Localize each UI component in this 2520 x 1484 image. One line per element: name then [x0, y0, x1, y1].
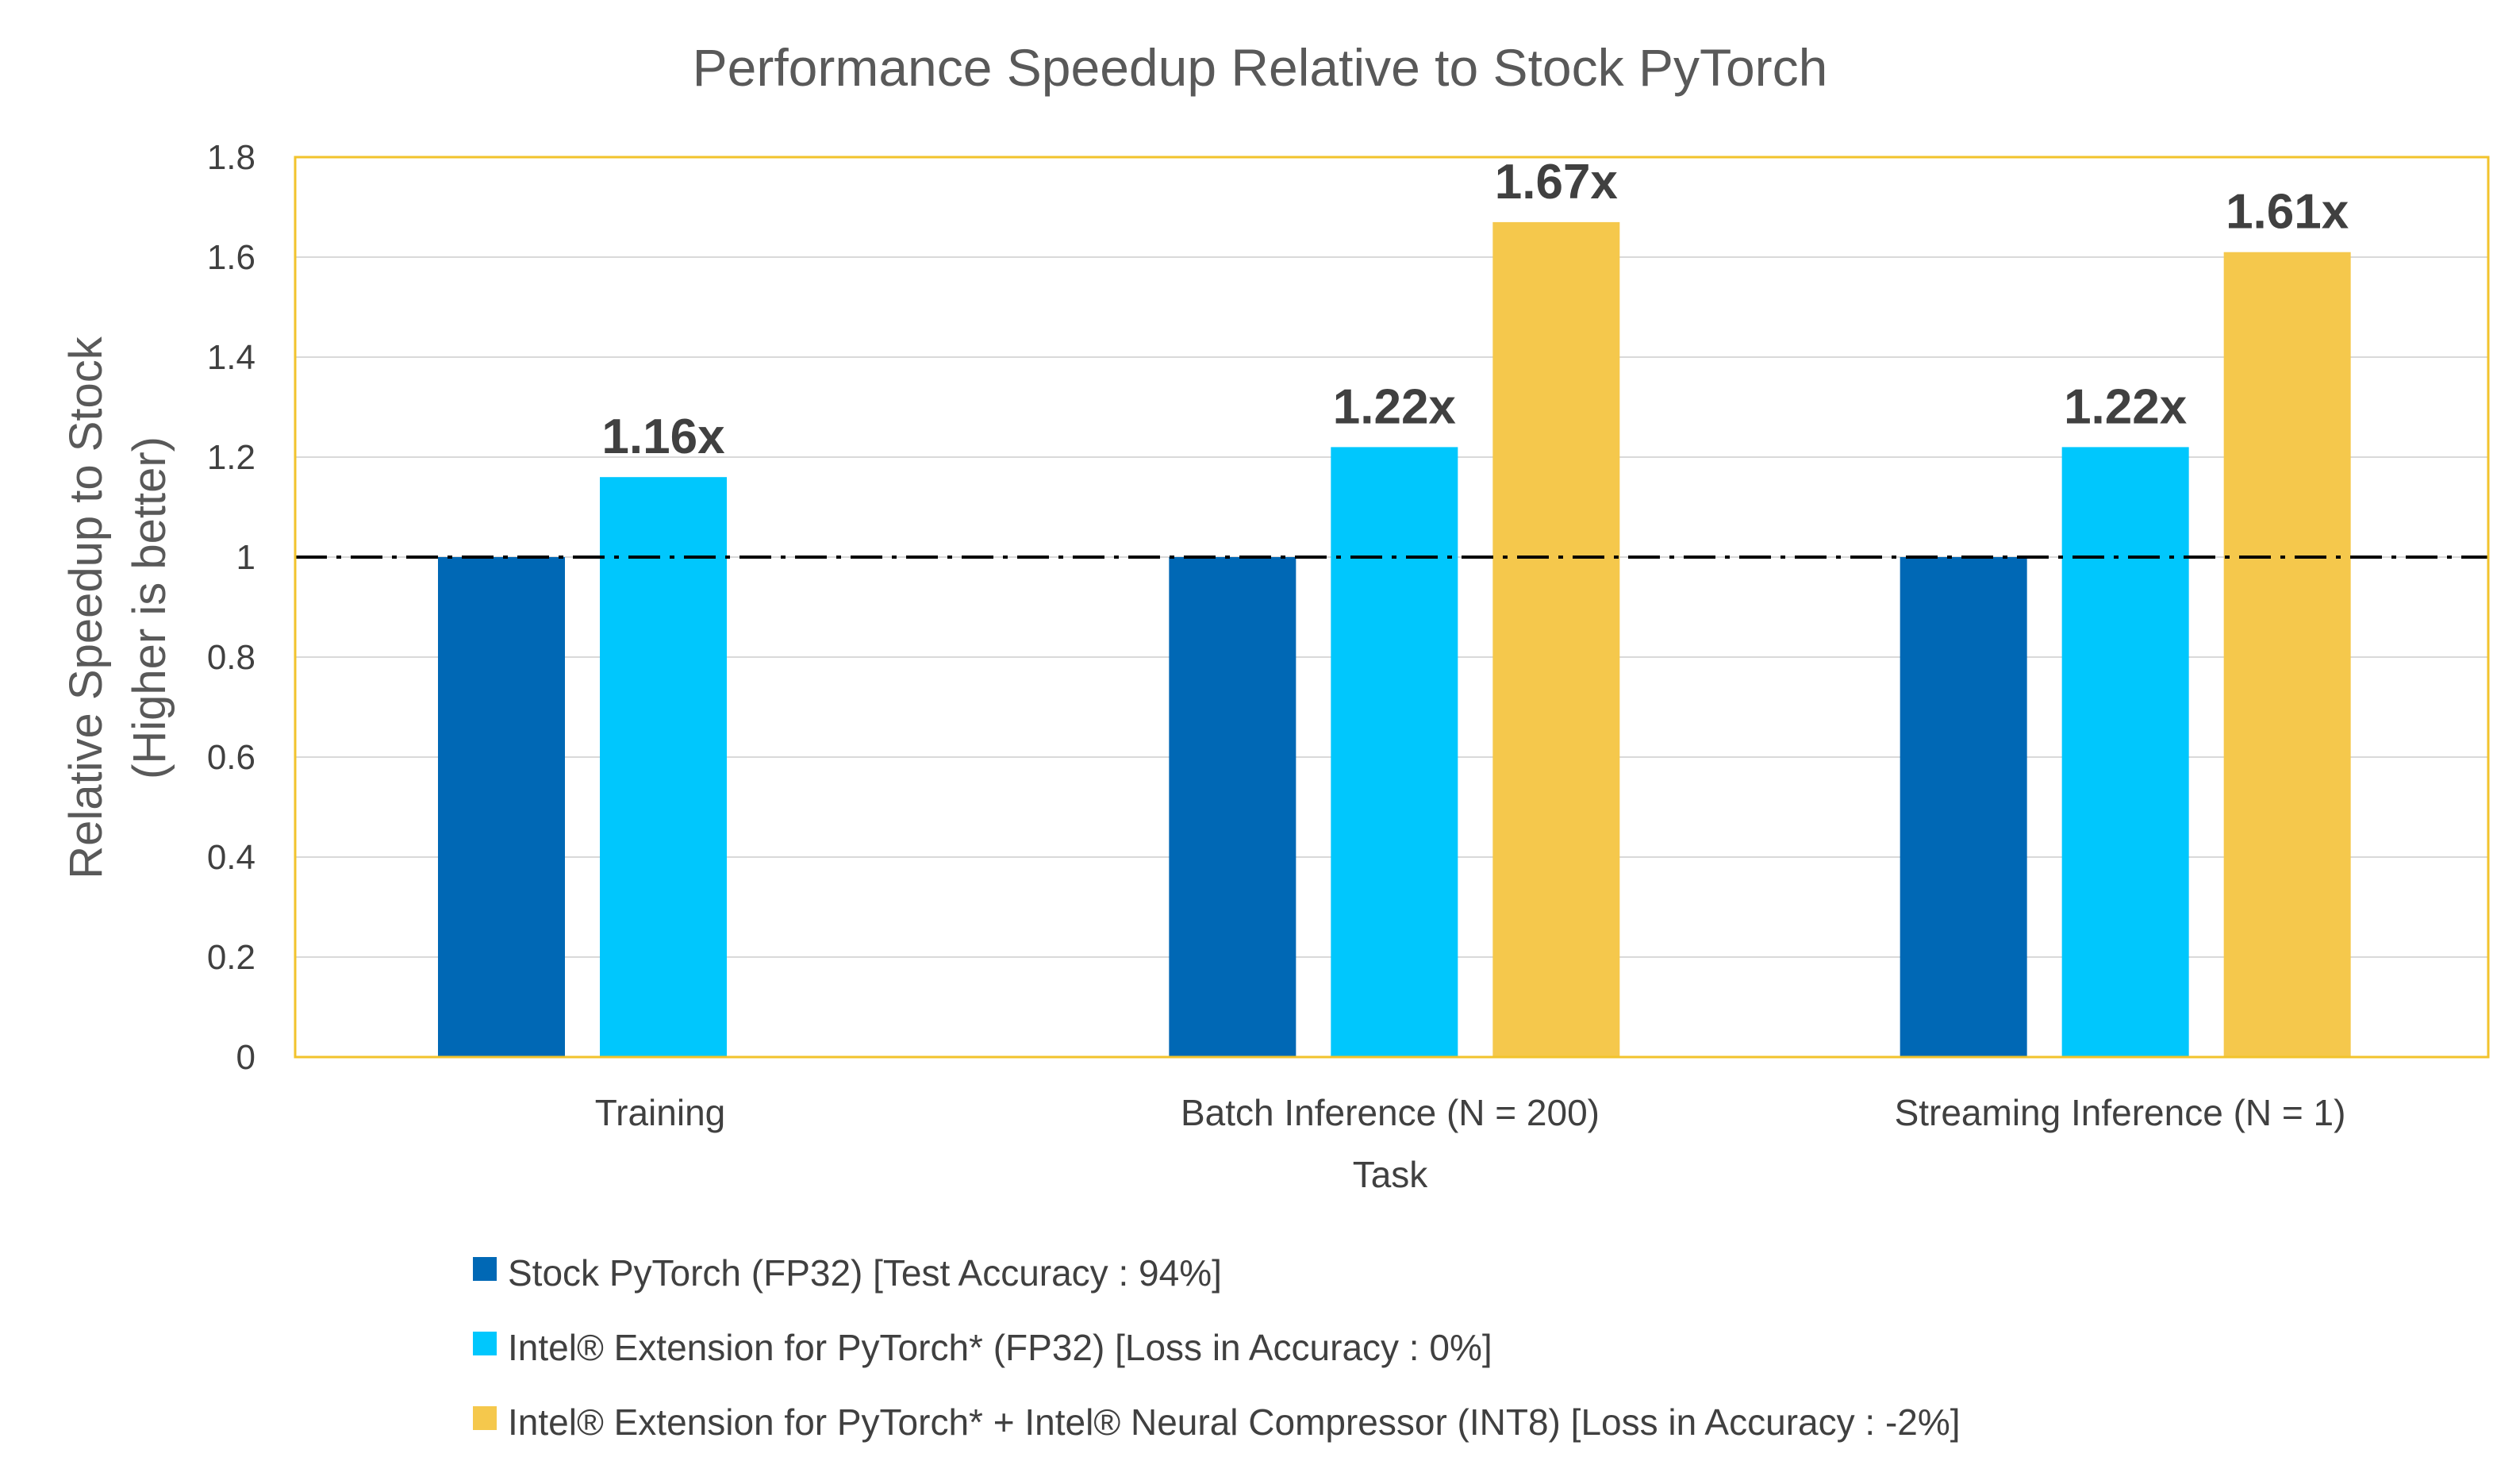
legend-label: Stock PyTorch (FP32) [Test Accuracy : 94… [508, 1252, 1222, 1294]
legend-swatch [473, 1406, 497, 1430]
legend-swatch [473, 1257, 497, 1281]
bar-2-1 [600, 477, 727, 1057]
legend-label: Intel® Extension for PyTorch* + Intel® N… [508, 1401, 1961, 1443]
y-tick-label: 1.4 [207, 338, 255, 377]
x-category-labels: Training Batch Inference (N = 200) Streami… [595, 1092, 2346, 1133]
bar-2-3 [2061, 447, 2189, 1057]
x-category-label: Batch Inference (N = 200) [1181, 1092, 1600, 1133]
plot-border [294, 156, 2490, 1059]
y-tick-label: 1 [236, 538, 255, 577]
bar-1-1 [438, 557, 565, 1057]
data-labels: 1.16x 1.22x 1.67x 1.22x 1.61x [601, 155, 2349, 464]
x-axis-title: Task [1353, 1154, 1429, 1195]
data-label: 1.67x [1495, 155, 1619, 210]
data-label: 1.61x [2226, 185, 2349, 240]
y-tick-label: 0 [236, 1038, 255, 1077]
data-label: 1.22x [2064, 379, 2188, 434]
bar-3-3 [2223, 252, 2351, 1057]
data-label: 1.22x [1333, 379, 1457, 434]
y-axis-title-line1: Relative Speedup to Stock [60, 336, 112, 879]
y-tick-labels: 0 0.2 0.4 0.6 0.8 1 1.2 1.4 1.6 1.8 [207, 138, 255, 1077]
legend-swatch [473, 1332, 497, 1355]
x-category-label: Streaming Inference (N = 1) [1895, 1092, 2346, 1133]
x-category-label: Training [595, 1092, 725, 1133]
y-tick-label: 0.4 [207, 838, 255, 877]
data-label: 1.16x [601, 409, 725, 464]
y-tick-label: 0.6 [207, 738, 255, 777]
y-tick-label: 0.8 [207, 638, 255, 677]
y-tick-label: 1.2 [207, 438, 255, 477]
bar-3-2 [1492, 221, 1620, 1057]
y-axis-title-line2: (Higher is better) [124, 436, 175, 779]
legend: Stock PyTorch (FP32) [Test Accuracy : 94… [473, 1252, 1961, 1443]
legend-label: Intel® Extension for PyTorch* (FP32) [Lo… [508, 1327, 1492, 1368]
plot-area [294, 156, 2490, 1059]
chart-title: Performance Speedup Relative to Stock Py… [693, 38, 1828, 97]
y-tick-label: 1.8 [207, 138, 255, 177]
bars [438, 221, 2351, 1057]
bar-1-2 [1169, 557, 1296, 1057]
y-tick-label: 0.2 [207, 938, 255, 977]
bar-2-2 [1331, 447, 1458, 1057]
y-tick-label: 1.6 [207, 238, 255, 277]
bar-1-3 [1900, 557, 2027, 1057]
